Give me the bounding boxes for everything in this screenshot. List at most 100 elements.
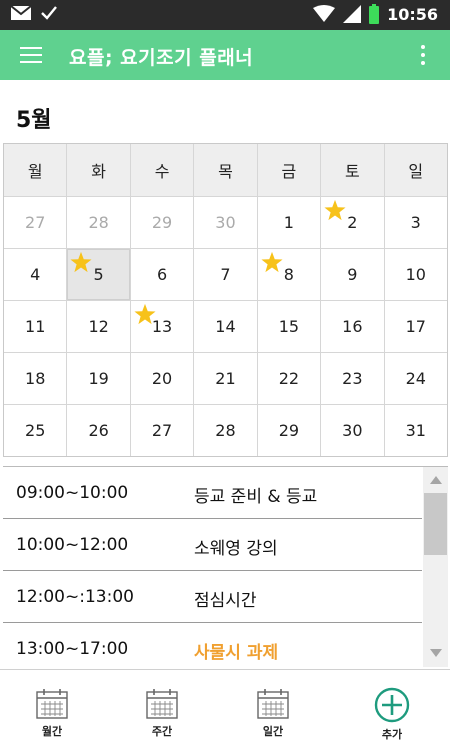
schedule-item[interactable]: 09:00~10:00 등교 준비 & 등교 <box>3 467 422 519</box>
battery-icon <box>369 4 380 24</box>
schedule-event: 소웨영 강의 <box>194 539 278 559</box>
calendar-day-number: 19 <box>88 369 109 388</box>
signal-icon <box>343 5 362 23</box>
calendar-day-number: 18 <box>25 369 46 388</box>
calendar-day[interactable]: 18 <box>4 353 68 404</box>
calendar-day[interactable]: 22 <box>257 353 322 404</box>
calendar-day[interactable]: 27 <box>4 197 68 248</box>
calendar-day[interactable]: 19 <box>67 353 131 404</box>
calendar-day[interactable]: 27 <box>130 405 195 456</box>
calendar-day[interactable]: 25 <box>4 405 68 456</box>
star-icon <box>70 251 92 273</box>
nav-weekly-button[interactable]: 주간 <box>122 688 202 739</box>
schedule-list: 09:00~10:00 등교 준비 & 등교 10:00~12:00 소웨영 강… <box>3 466 448 667</box>
schedule-time: 13:00~17:00 <box>16 639 129 659</box>
scroll-thumb[interactable] <box>424 493 447 555</box>
calendar-day[interactable]: 17 <box>384 301 447 352</box>
calendar-day-number: 12 <box>88 317 109 336</box>
calendar-day[interactable]: 15 <box>257 301 322 352</box>
mail-icon <box>10 5 32 20</box>
status-bar: 10:56 <box>0 0 450 30</box>
schedule-scrollbar[interactable] <box>423 467 448 667</box>
calendar-day-number: 14 <box>215 317 236 336</box>
more-vertical-icon[interactable] <box>420 45 426 65</box>
calendar-day[interactable]: 28 <box>67 197 131 248</box>
calendar-day[interactable]: 26 <box>67 405 131 456</box>
nav-monthly-label: 월간 <box>41 725 63 738</box>
check-icon <box>41 6 57 20</box>
calendar-day-number: 3 <box>410 213 421 232</box>
calendar-day[interactable]: 29 <box>257 405 322 456</box>
star-icon <box>134 303 156 325</box>
weekday-sun: 일 <box>408 162 424 181</box>
calendar-day[interactable]: 11 <box>4 301 68 352</box>
month-label: 5월 <box>16 108 52 133</box>
schedule-event-highlight: 사물시 과제 <box>194 643 279 663</box>
hamburger-icon[interactable] <box>20 47 42 63</box>
calendar-day-number: 30 <box>215 213 236 232</box>
calendar-day-number: 11 <box>25 317 46 336</box>
calendar-day[interactable]: 24 <box>384 353 447 404</box>
weekday-header: 월 화 수 목 금 토 일 <box>4 144 447 196</box>
schedule-item[interactable]: 10:00~12:00 소웨영 강의 <box>3 519 422 571</box>
calendar-day-selected[interactable]: 5 <box>67 249 131 300</box>
calendar-day-number: 17 <box>405 317 426 336</box>
calendar-day[interactable]: 16 <box>321 301 385 352</box>
scroll-up-icon[interactable] <box>430 476 442 484</box>
calendar-day[interactable]: 28 <box>194 405 258 456</box>
calendar-week-row: 4 5 6 7 8 9 10 <box>4 248 447 300</box>
plus-circle-icon <box>374 687 410 723</box>
calendar-day-number: 26 <box>88 421 109 440</box>
weekday-mon: 월 <box>4 144 68 196</box>
calendar-day-number: 28 <box>88 213 109 232</box>
calendar-day-number: 13 <box>151 317 173 336</box>
schedule-time: 10:00~12:00 <box>16 535 129 555</box>
calendar-day[interactable]: 14 <box>194 301 258 352</box>
calendar-day-number: 16 <box>342 317 363 336</box>
weekday-thu: 목 <box>194 144 258 196</box>
nav-monthly-button[interactable]: 월간 <box>12 688 92 739</box>
calendar-day[interactable]: 7 <box>194 249 258 300</box>
nav-add-button[interactable]: 추가 <box>352 687 432 742</box>
schedule-item[interactable]: 13:00~17:00 사물시 과제 <box>3 623 422 667</box>
scroll-down-icon[interactable] <box>430 649 442 657</box>
calendar-day[interactable]: 29 <box>130 197 195 248</box>
calendar-day[interactable]: 1 <box>257 197 322 248</box>
calendar-day[interactable]: 30 <box>194 197 258 248</box>
calendar-day[interactable]: 4 <box>4 249 68 300</box>
nav-daily-label: 일간 <box>262 725 284 738</box>
nav-add-label: 추가 <box>381 728 403 741</box>
schedule-item[interactable]: 12:00~:13:00 점심시간 <box>3 571 422 623</box>
weekday-wed: 수 <box>131 144 195 196</box>
weekday-sat: 토 <box>321 144 385 196</box>
calendar-day[interactable]: 9 <box>321 249 385 300</box>
calendar-day[interactable]: 6 <box>130 249 195 300</box>
calendar-day[interactable]: 12 <box>67 301 131 352</box>
calendar-day[interactable]: 3 <box>384 197 447 248</box>
calendar-day-number: 8 <box>283 265 294 284</box>
calendar-day-number: 6 <box>156 265 168 284</box>
schedule-time: 09:00~10:00 <box>16 483 129 503</box>
calendar-day-number: 5 <box>93 265 104 284</box>
calendar-day-number: 22 <box>278 369 300 388</box>
calendar-day[interactable]: 8 <box>257 249 322 300</box>
calendar-day[interactable]: 20 <box>130 353 195 404</box>
calendar-day[interactable]: 13 <box>130 301 195 352</box>
calendar-day[interactable]: 31 <box>384 405 447 456</box>
calendar-day-number: 21 <box>215 369 236 388</box>
calendar-day-number: 31 <box>405 421 426 440</box>
calendar-day[interactable]: 23 <box>321 353 385 404</box>
nav-weekly-label: 주간 <box>151 725 173 738</box>
calendar-day[interactable]: 21 <box>194 353 258 404</box>
nav-daily-button[interactable]: 일간 <box>233 688 313 739</box>
calendar-icon <box>36 689 68 719</box>
calendar-day-number: 4 <box>30 265 41 284</box>
calendar-day[interactable]: 10 <box>384 249 447 300</box>
calendar-week-row: 27 28 29 30 1 2 3 <box>4 196 447 248</box>
calendar-day-number: 27 <box>151 421 173 440</box>
calendar-icon <box>257 689 289 719</box>
calendar-day[interactable]: 30 <box>321 405 385 456</box>
calendar-day[interactable]: 2 <box>321 197 385 248</box>
calendar-day-number: 1 <box>283 213 294 232</box>
calendar-day-number: 25 <box>25 421 46 440</box>
